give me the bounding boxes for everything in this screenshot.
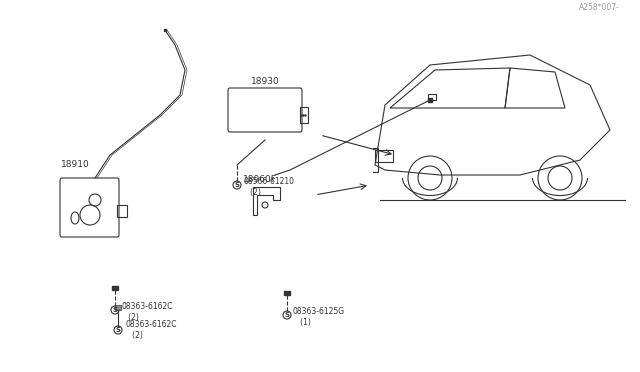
Bar (284, 291, 290, 295)
Text: 08363-6125G
   (1): 08363-6125G (1) (293, 307, 345, 327)
Text: S: S (113, 307, 118, 313)
Text: 18930: 18930 (251, 77, 280, 86)
Bar (428, 94, 436, 100)
Text: 08363-6162C
   (2): 08363-6162C (2) (125, 320, 177, 340)
Text: 18910: 18910 (61, 160, 90, 169)
Text: S: S (285, 312, 289, 318)
Bar (300, 107, 308, 123)
Text: 18960F: 18960F (243, 175, 277, 184)
Text: 08363-6162C
   (2): 08363-6162C (2) (121, 302, 173, 322)
Bar (375, 150, 393, 162)
Bar (115, 305, 121, 310)
Text: S: S (115, 327, 120, 333)
Text: A258*007-: A258*007- (579, 3, 620, 12)
Bar (117, 205, 127, 217)
Bar (112, 286, 118, 290)
Text: 08566-61210
   (2): 08566-61210 (2) (243, 177, 294, 197)
Text: S: S (234, 182, 239, 188)
